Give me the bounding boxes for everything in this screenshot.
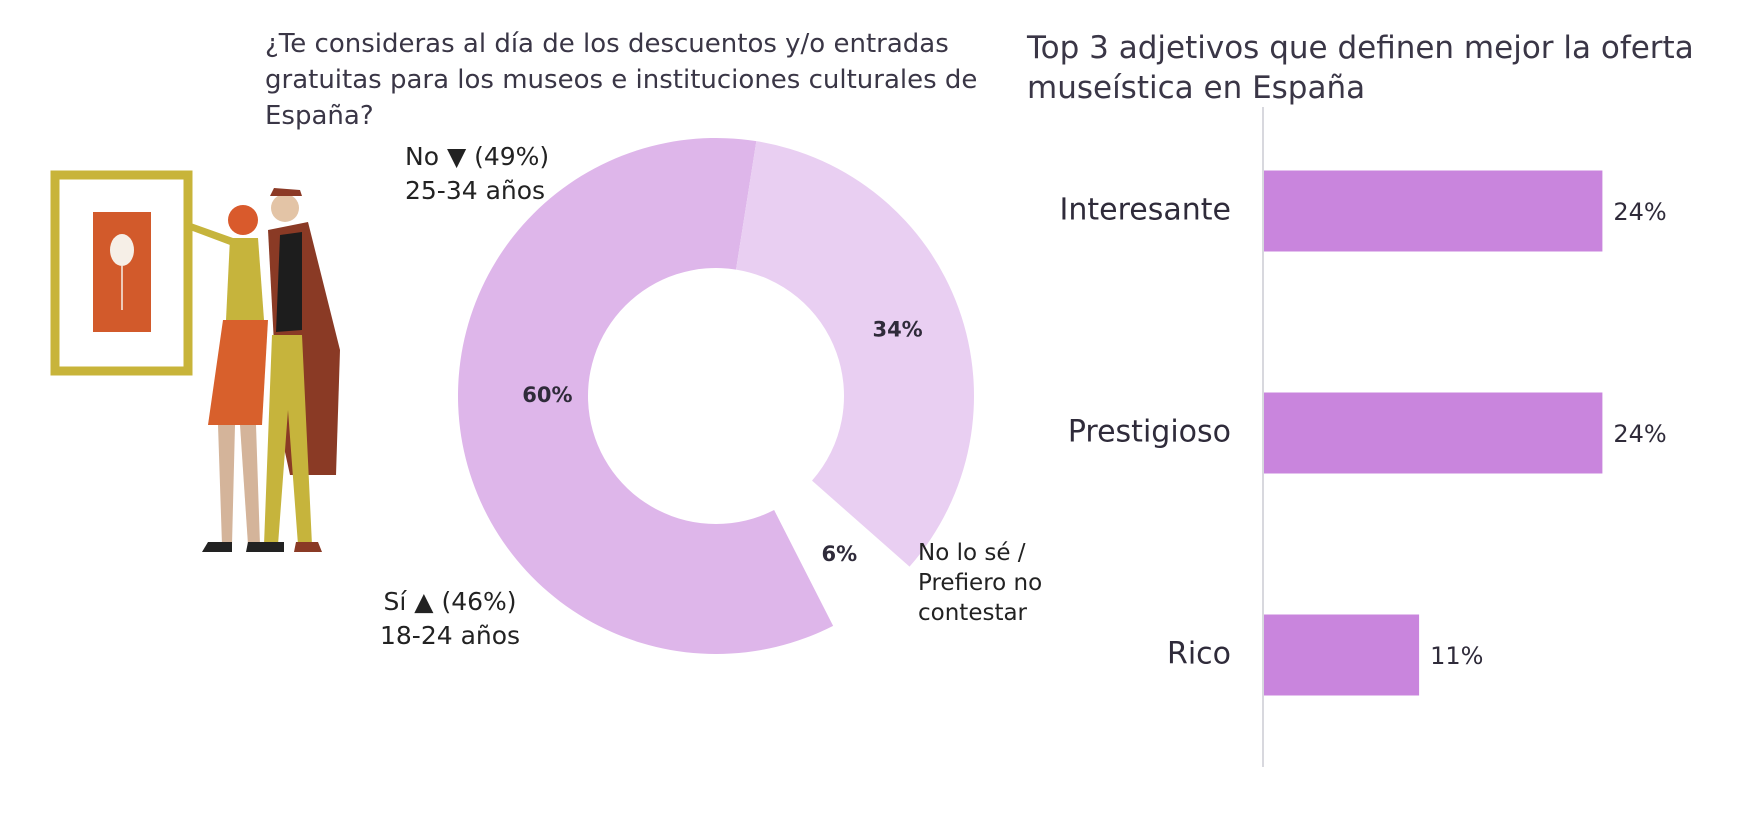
annotation-no-lo-se: No lo sé / Prefiero no contestar [918,540,1043,626]
donut-label-3: 6% [822,542,858,566]
bar-value-label: 11% [1430,642,1483,670]
bar-category-label: Rico [1167,637,1231,672]
bar-category-label: Prestigioso [1068,415,1231,450]
donut-slice-2 [736,141,974,567]
bar-interesante [1264,170,1603,252]
bar-category-label: Interesante [1060,193,1231,228]
bar-chart-title: Top 3 adjetivos que definen mejor la ofe… [1027,30,1694,106]
museum-visitors-illustration [50,170,340,552]
bar-value-label: 24% [1613,420,1666,448]
bar-prestigioso [1264,392,1603,474]
annotation-no: No ▼ (49%) 25-34 años [405,142,550,205]
annotation-si: Sí ▲ (46%) 18-24 años [380,587,521,650]
donut-label-2: 34% [872,318,922,342]
donut-label-1: 60% [522,383,572,407]
bar-rico [1264,614,1420,696]
bar-value-label: 24% [1613,198,1666,226]
donut-slice-1 [457,137,834,655]
donut-chart-title: ¿Te consideras al día de los descuentos … [265,29,978,131]
